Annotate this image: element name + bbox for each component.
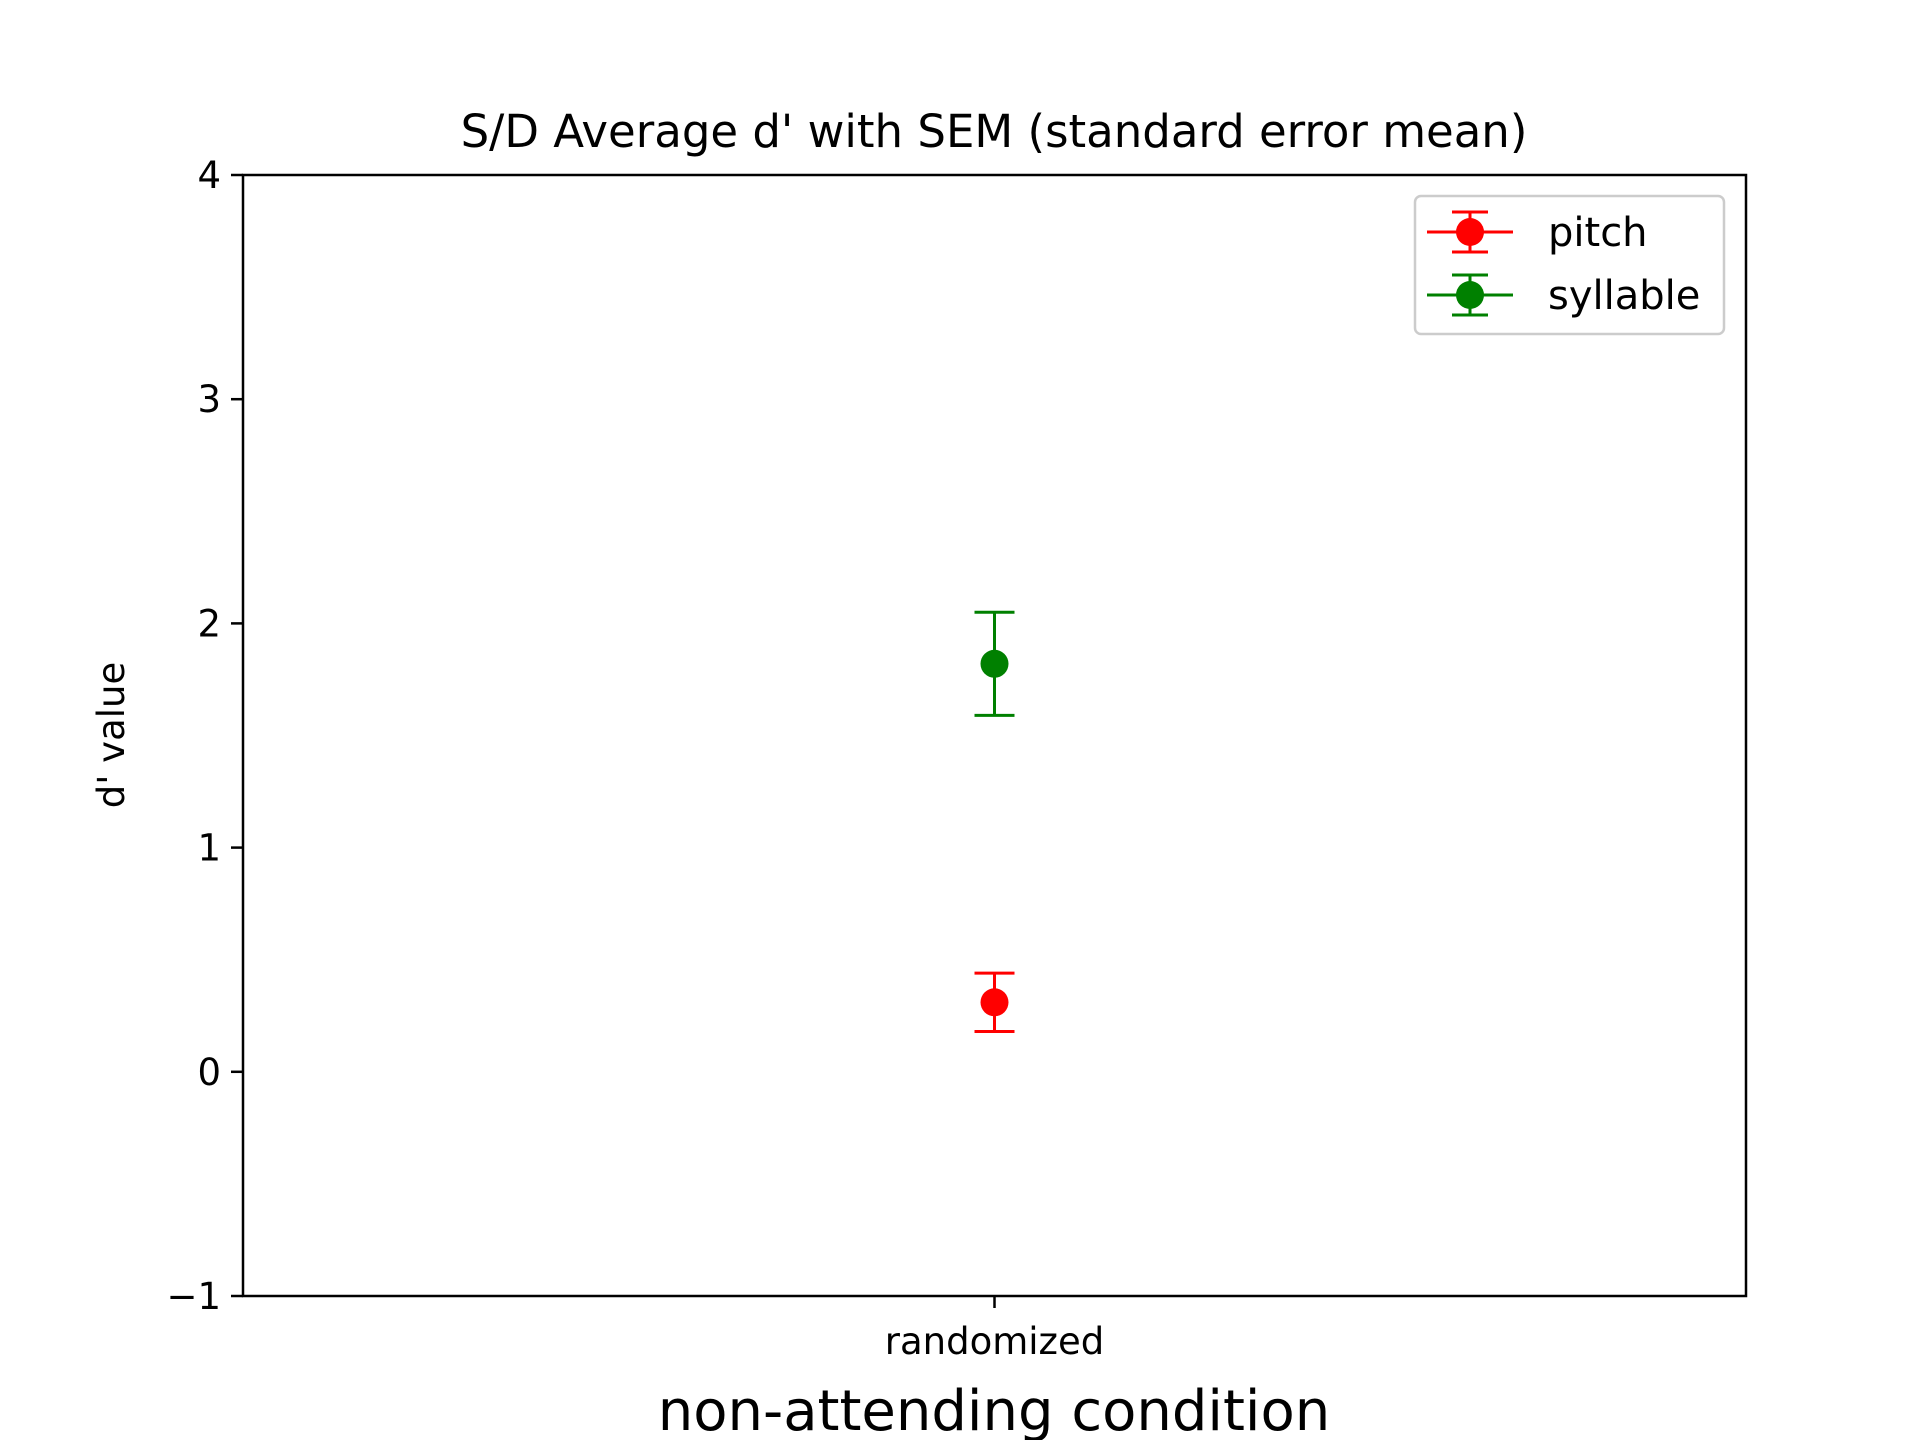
series-pitch (974, 971, 1015, 1033)
series-syllable (974, 610, 1015, 717)
y-tick-label: −1 (166, 1275, 221, 1318)
data-point (980, 988, 1009, 1017)
data-point (980, 649, 1009, 678)
y-tick-label: 2 (197, 602, 221, 645)
legend-marker (1456, 281, 1484, 309)
legend: pitch syllable (1413, 194, 1726, 336)
y-tick-label: 3 (197, 378, 221, 421)
x-tick-label: randomized (885, 1320, 1104, 1363)
legend-label: pitch (1548, 210, 1648, 256)
x-axis: randomized (885, 1296, 1104, 1363)
plot-area (241, 173, 1748, 1298)
y-tick-label: 4 (197, 154, 221, 197)
legend-entry-pitch: pitch (1427, 210, 1648, 256)
legend-label: syllable (1548, 273, 1700, 319)
legend-marker (1456, 218, 1484, 246)
legend-entry-syllable: syllable (1427, 273, 1700, 319)
y-axis-label: d' value (90, 662, 133, 808)
x-axis-label: non-attending condition (658, 1379, 1331, 1440)
y-axis: −1 0 1 2 3 4 (166, 154, 243, 1318)
chart-title: S/D Average d' with SEM (standard error … (461, 105, 1528, 158)
y-tick-label: 0 (197, 1051, 221, 1094)
data-marks (974, 610, 1015, 1033)
y-tick-label: 1 (197, 827, 221, 870)
